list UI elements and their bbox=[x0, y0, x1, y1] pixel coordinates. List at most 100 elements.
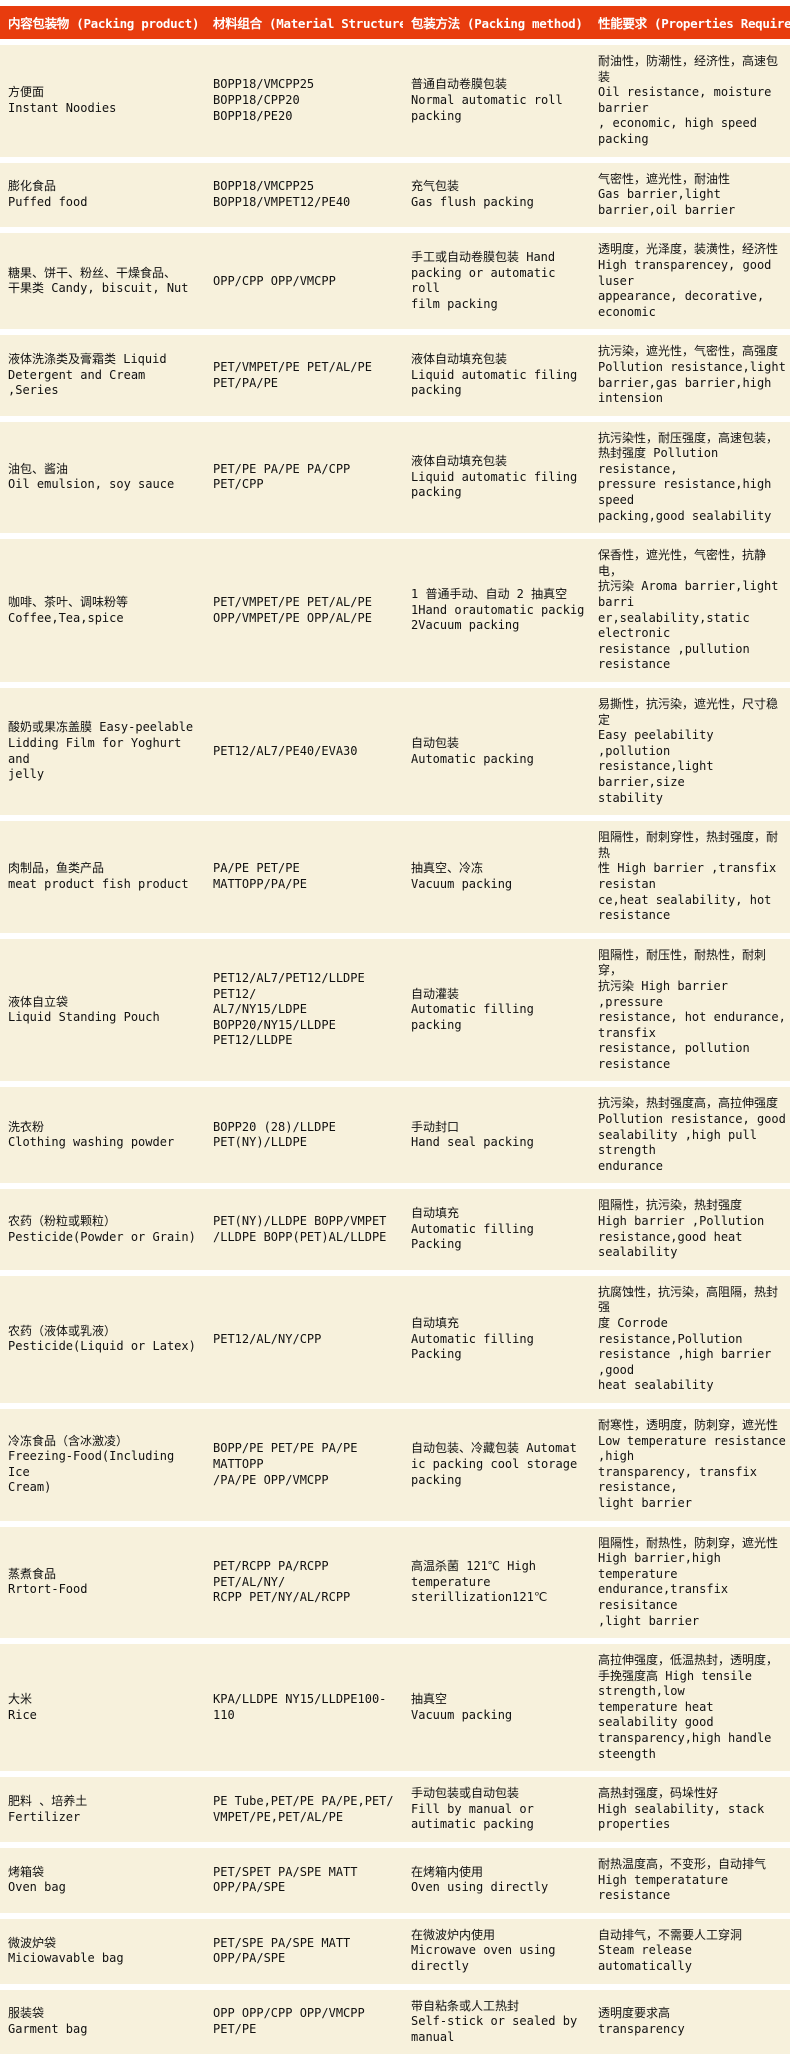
table-row: 冷冻食品（含冰激凌） Freezing-Food(Including Ice C… bbox=[0, 1408, 790, 1521]
table-row: 糖果、饼干、粉丝、干燥食品、 干果类 Candy, biscuit, Nut O… bbox=[0, 233, 790, 330]
cell-material: PET12/AL7/PE40/EVA30 bbox=[205, 688, 403, 816]
cell-product: 大米 Rice bbox=[0, 1644, 205, 1772]
cell-properties: 抗腐蚀性，抗污染，高阻隔，热封强 度 Corrode resistance,Po… bbox=[590, 1275, 790, 1403]
cell-material: BOPP/PE PET/PE PA/PE MATTOPP /PA/PE OPP/… bbox=[205, 1408, 403, 1521]
cell-product: 肉制品，鱼类产品 meat product fish product bbox=[0, 821, 205, 933]
cell-material: PA/PE PET/PE MATTOPP/PA/PE bbox=[205, 821, 403, 933]
cell-properties: 气密性，遮光性，耐油性 Gas barrier,light barrier,oi… bbox=[590, 162, 790, 228]
cell-properties: 耐寒性，透明度，防刺穿，遮光性 Low temperature resistan… bbox=[590, 1408, 790, 1521]
cell-material: PET/RCPP PA/RCPP PET/AL/NY/ RCPP PET/NY/… bbox=[205, 1526, 403, 1639]
cell-material: OPP/CPP OPP/VMCPP bbox=[205, 233, 403, 330]
cell-material: PET/VMPET/PE PET/AL/PE OPP/VMPET/PE OPP/… bbox=[205, 539, 403, 682]
cell-method: 手动包装或自动包装 Fill by manual or autimatic pa… bbox=[403, 1777, 590, 1843]
cell-product: 咖啡、茶叶、调味粉等 Coffee,Tea,spice bbox=[0, 539, 205, 682]
cell-method: 液体自动填充包装 Liquid automatic filing packing bbox=[403, 335, 590, 416]
cell-method: 抽真空 Vacuum packing bbox=[403, 1644, 590, 1772]
table-row: 咖啡、茶叶、调味粉等 Coffee,Tea,spice PET/VMPET/PE… bbox=[0, 539, 790, 682]
cell-method: 抽真空、冷冻 Vacuum packing bbox=[403, 821, 590, 933]
cell-product: 肥料 、培养土 Fertilizer bbox=[0, 1777, 205, 1843]
cell-material: PET12/AL/NY/CPP bbox=[205, 1275, 403, 1403]
cell-properties: 自动排气，不需要人工穿洞 Steam release automatically bbox=[590, 1918, 790, 1984]
table-row: 农药（粉粒或颗粒） Pesticide(Powder or Grain) PET… bbox=[0, 1189, 790, 1270]
cell-properties: 透明度，光泽度，装潢性，经济性 High transparencey, good… bbox=[590, 233, 790, 330]
cell-properties: 耐油性，防潮性，经济性，高速包装 Oil resistance, moistur… bbox=[590, 45, 790, 157]
cell-method: 充气包装 Gas flush packing bbox=[403, 162, 590, 228]
cell-product: 冷冻食品（含冰激凌） Freezing-Food(Including Ice C… bbox=[0, 1408, 205, 1521]
cell-method: 手动封口 Hand seal packing bbox=[403, 1087, 590, 1184]
cell-material: PET/PE PA/PE PA/CPP PET/CPP bbox=[205, 421, 403, 534]
cell-product: 油包、酱油 Oil emulsion, soy sauce bbox=[0, 421, 205, 534]
table-row: 方便面 Instant Noodies BOPP18/VMCPP25 BOPP1… bbox=[0, 45, 790, 157]
cell-properties: 高拉伸强度，低温热封，透明度， 手挽强度高 High tensile stren… bbox=[590, 1644, 790, 1772]
table-row: 油包、酱油 Oil emulsion, soy sauce PET/PE PA/… bbox=[0, 421, 790, 534]
table-row: 微波炉袋 Miciowavable bag PET/SPE PA/SPE MAT… bbox=[0, 1918, 790, 1984]
cell-material: PET/SPET PA/SPE MATT OPP/PA/SPE bbox=[205, 1848, 403, 1913]
cell-properties: 阻隔性，耐刺穿性，热封强度，耐热 性 High barrier ,transfi… bbox=[590, 821, 790, 933]
cell-method: 自动包装 Automatic packing bbox=[403, 688, 590, 816]
cell-method: 液体自动填充包装 Liquid automatic filing packing bbox=[403, 421, 590, 534]
table-row: 洗衣粉 Clothing washing powder BOPP20 (28)/… bbox=[0, 1087, 790, 1184]
header-material-structure: 材料组合 (Material Structure) bbox=[205, 6, 403, 39]
cell-material: BOPP18/VMCPP25 BOPP18/CPP20 BOPP18/PE20 bbox=[205, 45, 403, 157]
cell-properties: 阻隔性，耐压性，耐热性，耐刺穿， 抗污染 High barrier ,press… bbox=[590, 938, 790, 1082]
cell-properties: 高热封强度，码垛性好 High sealability, stack prope… bbox=[590, 1777, 790, 1843]
cell-product: 膨化食品 Puffed food bbox=[0, 162, 205, 228]
table-row: 烤箱袋 Oven bag PET/SPET PA/SPE MATT OPP/PA… bbox=[0, 1848, 790, 1913]
table-row: 肥料 、培养土 Fertilizer PE Tube,PET/PE PA/PE,… bbox=[0, 1777, 790, 1843]
table-row: 液体洗涤类及膏霜类 Liquid Detergent and Cream ,Se… bbox=[0, 335, 790, 416]
table-row: 大米 Rice KPA/LLDPE NY15/LLDPE100-110 抽真空 … bbox=[0, 1644, 790, 1772]
header-properties-required: 性能要求 (Properties Required) bbox=[590, 6, 790, 39]
cell-material: PET12/AL7/PET12/LLDPE PET12/ AL7/NY15/LD… bbox=[205, 938, 403, 1082]
cell-method: 自动填充 Automatic filling Packing bbox=[403, 1275, 590, 1403]
table-row: 蒸煮食品 Rrtort-Food PET/RCPP PA/RCPP PET/AL… bbox=[0, 1526, 790, 1639]
cell-product: 烤箱袋 Oven bag bbox=[0, 1848, 205, 1913]
cell-properties: 透明度要求高 transparency bbox=[590, 1989, 790, 2055]
cell-method: 在烤箱内使用 Oven using directly bbox=[403, 1848, 590, 1913]
cell-product: 液体洗涤类及膏霜类 Liquid Detergent and Cream ,Se… bbox=[0, 335, 205, 416]
cell-material: PET(NY)/LLDPE BOPP/VMPET /LLDPE BOPP(PET… bbox=[205, 1189, 403, 1270]
cell-material: PE Tube,PET/PE PA/PE,PET/ VMPET/PE,PET/A… bbox=[205, 1777, 403, 1843]
cell-product: 洗衣粉 Clothing washing powder bbox=[0, 1087, 205, 1184]
cell-properties: 易撕性，抗污染，遮光性，尺寸稳定 Easy peelability ,pollu… bbox=[590, 688, 790, 816]
cell-method: 手工或自动卷膜包装 Hand packing or automatic roll… bbox=[403, 233, 590, 330]
cell-properties: 阻隔性，抗污染，热封强度 High barrier ,Pollution res… bbox=[590, 1189, 790, 1270]
cell-properties: 抗污染，热封强度高，高拉伸强度 Pollution resistance, go… bbox=[590, 1087, 790, 1184]
cell-method: 高温杀菌 121℃ High temperature sterillizatio… bbox=[403, 1526, 590, 1639]
cell-method: 带自粘条或人工热封 Self-stick or sealed by manual bbox=[403, 1989, 590, 2055]
cell-properties: 耐热温度高，不变形，自动排气 High temperatature resist… bbox=[590, 1848, 790, 1913]
cell-properties: 保香性，遮光性，气密性，抗静电， 抗污染 Aroma barrier,light… bbox=[590, 539, 790, 682]
cell-product: 蒸煮食品 Rrtort-Food bbox=[0, 1526, 205, 1639]
cell-properties: 阻隔性，耐热性，防刺穿，遮光性 High barrier,high temper… bbox=[590, 1526, 790, 1639]
header-packing-method: 包装方法 (Packing method) bbox=[403, 6, 590, 39]
cell-product: 酸奶或果冻盖膜 Easy-peelable Lidding Film for Y… bbox=[0, 688, 205, 816]
cell-material: OPP OPP/CPP OPP/VMCPP PET/PE bbox=[205, 1989, 403, 2055]
cell-properties: 抗污染，遮光性，气密性，高强度 Pollution resistance,lig… bbox=[590, 335, 790, 416]
cell-method: 自动填充 Automatic filling Packing bbox=[403, 1189, 590, 1270]
table-row: 服装袋 Garment bag OPP OPP/CPP OPP/VMCPP PE… bbox=[0, 1989, 790, 2055]
cell-material: BOPP20 (28)/LLDPE PET(NY)/LLDPE bbox=[205, 1087, 403, 1184]
cell-method: 在微波炉内使用 Microwave oven using directly bbox=[403, 1918, 590, 1984]
table-header-row: 内容包装物 (Packing product) 材料组合 (Material S… bbox=[0, 6, 790, 39]
cell-product: 液体自立袋 Liquid Standing Pouch bbox=[0, 938, 205, 1082]
cell-method: 普通自动卷膜包装 Normal automatic roll packing bbox=[403, 45, 590, 157]
table-row: 农药（液体或乳液） Pesticide(Liquid or Latex) PET… bbox=[0, 1275, 790, 1403]
cell-product: 农药（液体或乳液） Pesticide(Liquid or Latex) bbox=[0, 1275, 205, 1403]
cell-product: 农药（粉粒或颗粒） Pesticide(Powder or Grain) bbox=[0, 1189, 205, 1270]
cell-product: 糖果、饼干、粉丝、干燥食品、 干果类 Candy, biscuit, Nut bbox=[0, 233, 205, 330]
table-row: 酸奶或果冻盖膜 Easy-peelable Lidding Film for Y… bbox=[0, 688, 790, 816]
cell-product: 微波炉袋 Miciowavable bag bbox=[0, 1918, 205, 1984]
table-row: 膨化食品 Puffed food BOPP18/VMCPP25 BOPP18/V… bbox=[0, 162, 790, 228]
cell-method: 自动灌装 Automatic filling packing bbox=[403, 938, 590, 1082]
header-packing-product: 内容包装物 (Packing product) bbox=[0, 6, 205, 39]
cell-product: 方便面 Instant Noodies bbox=[0, 45, 205, 157]
cell-material: KPA/LLDPE NY15/LLDPE100-110 bbox=[205, 1644, 403, 1772]
table-row: 肉制品，鱼类产品 meat product fish product PA/PE… bbox=[0, 821, 790, 933]
cell-method: 1 普通手动、自动 2 抽真空 1Hand orautomatic packig… bbox=[403, 539, 590, 682]
cell-product: 服装袋 Garment bag bbox=[0, 1989, 205, 2055]
cell-material: PET/VMPET/PE PET/AL/PE PET/PA/PE bbox=[205, 335, 403, 416]
cell-method: 自动包装、冷藏包装 Automat ic packing cool storag… bbox=[403, 1408, 590, 1521]
table-row: 液体自立袋 Liquid Standing Pouch PET12/AL7/PE… bbox=[0, 938, 790, 1082]
cell-material: BOPP18/VMCPP25 BOPP18/VMPET12/PE40 bbox=[205, 162, 403, 228]
cell-properties: 抗污染性，耐压强度，高速包装， 热封强度 Pollution resistanc… bbox=[590, 421, 790, 534]
